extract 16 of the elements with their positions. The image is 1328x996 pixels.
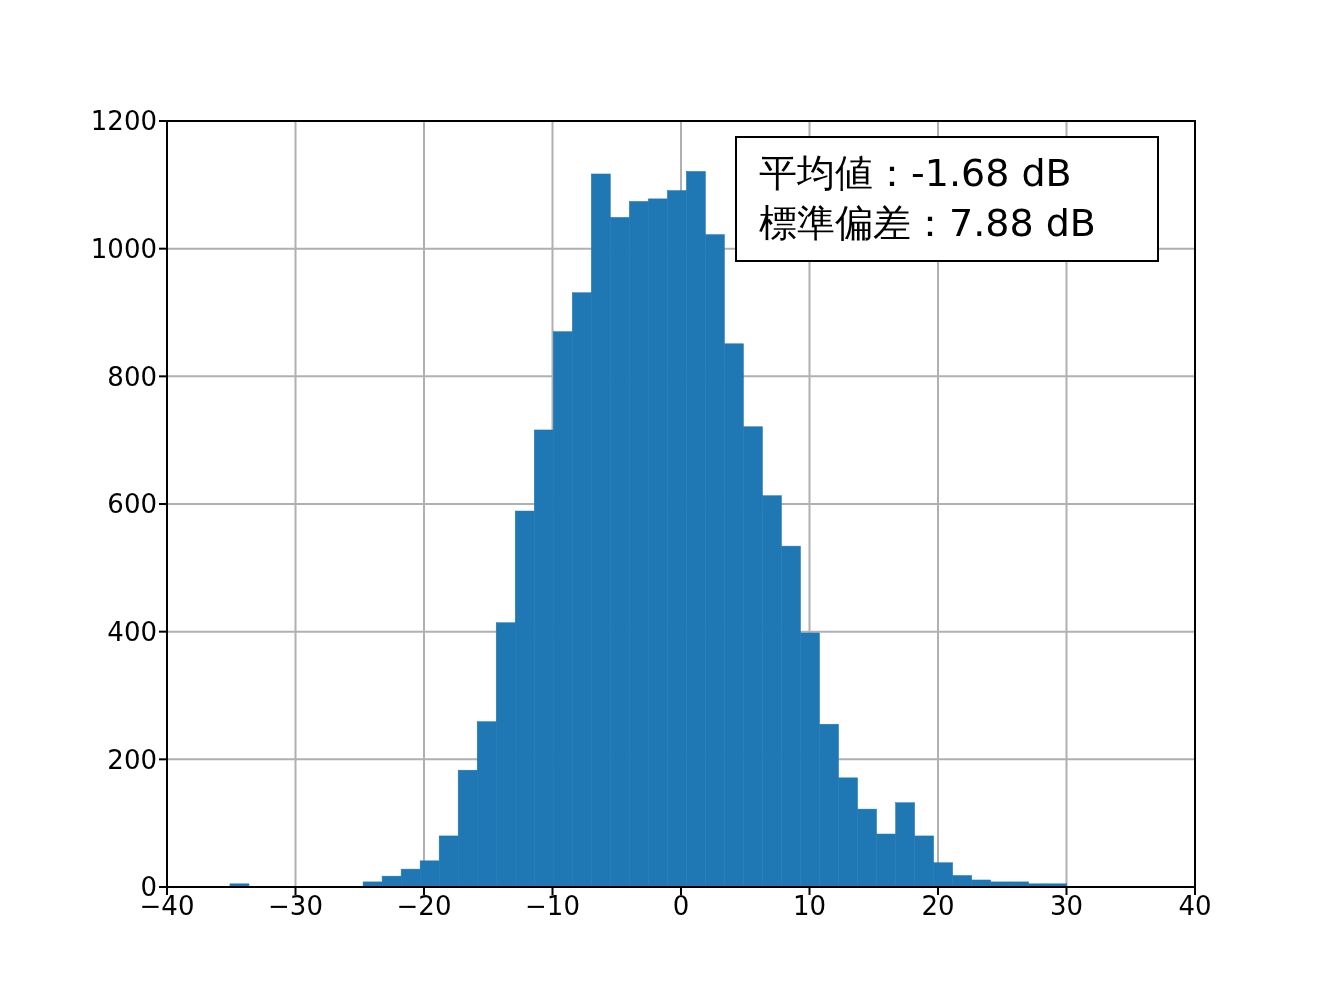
- y-tick-label: 800: [107, 361, 157, 392]
- x-tick-label: 20: [921, 891, 955, 922]
- y-tick-label: 600: [107, 489, 157, 520]
- y-tick-label: 200: [107, 744, 157, 775]
- x-tick-label: 10: [792, 891, 827, 922]
- x-tick-label: 0: [672, 891, 690, 922]
- x-tick-label: −30: [268, 891, 323, 922]
- annotation: 平均値：-1.68 dB: [759, 150, 1073, 197]
- y-tick-label: 1000: [90, 233, 157, 264]
- y-tick-label: 400: [107, 616, 157, 647]
- y-tick-label: 1200: [90, 106, 157, 137]
- annotation: 標準偏差：7.88 dB: [759, 200, 1097, 247]
- x-tick-label: −10: [525, 891, 580, 922]
- x-tick-label: −20: [396, 891, 452, 922]
- x-tick-label: 30: [1049, 891, 1084, 922]
- x-tick-label: 40: [1178, 891, 1212, 922]
